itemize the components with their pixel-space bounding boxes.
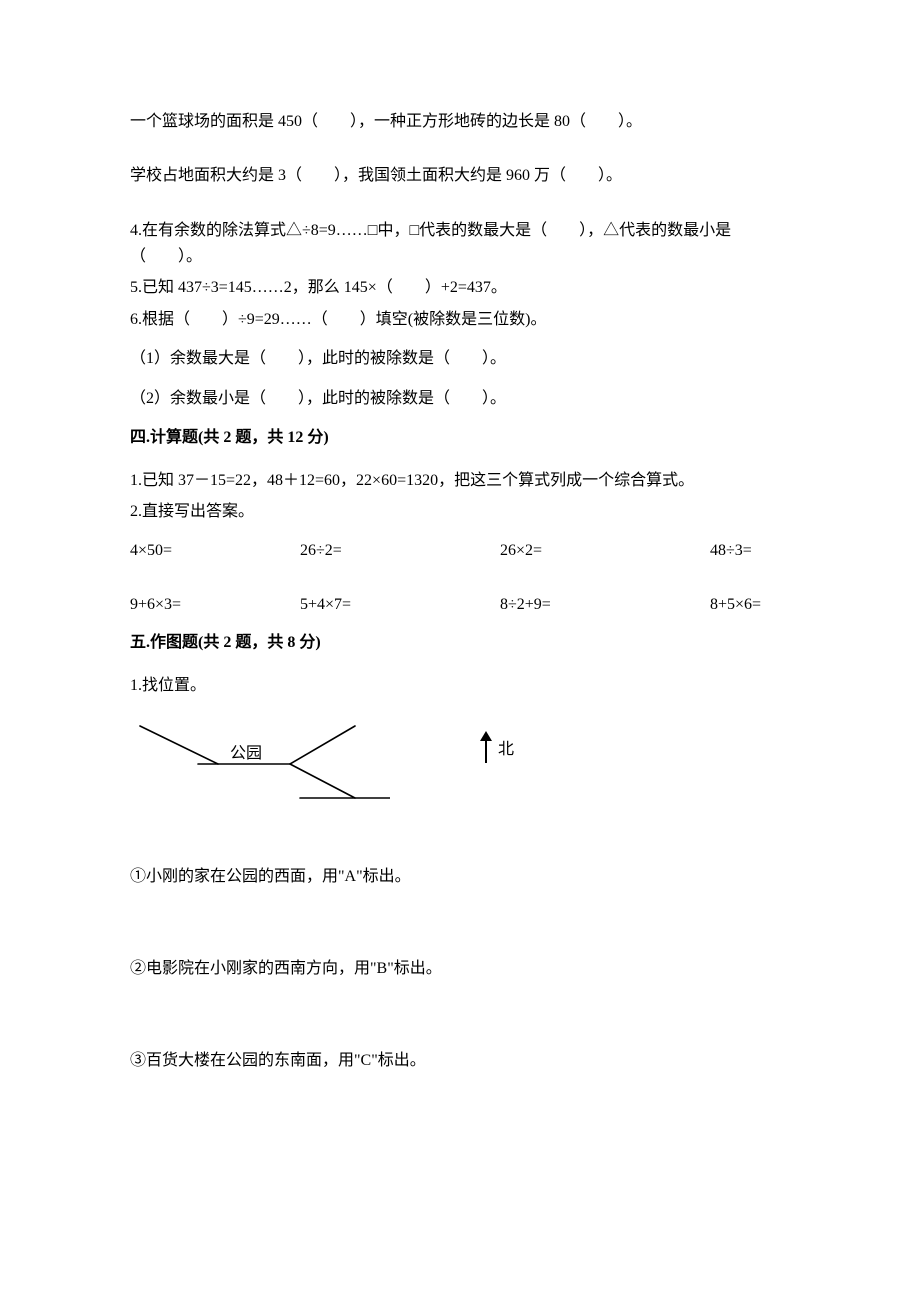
s4-q1: 1.已知 37－15=22，48＋12=60，22×60=1320，把这三个算式… (130, 468, 790, 494)
q6-sub1: （1）余数最大是（ ），此时的被除数是（ ）。 (130, 346, 790, 372)
q5-text: 5.已知 437÷3=145……2，那么 145×（ ）+2=437。 (130, 275, 790, 301)
calc-cell: 4×50= (130, 539, 300, 563)
calc-cell: 8÷2+9= (500, 593, 710, 617)
s5-sub3: ③百货大楼在公园的东南面，用"C"标出。 (130, 1048, 790, 1074)
park-figure-wrap: 公园 北 (130, 712, 790, 812)
calc-row-1: 4×50= 26÷2= 26×2= 48÷3= (130, 539, 790, 563)
calc-cell: 8+5×6= (710, 593, 790, 617)
calc-cell: 26×2= (500, 539, 710, 563)
q3-line2: 学校占地面积大约是 3（ ），我国领土面积大约是 960 万（ ）。 (130, 164, 790, 188)
q6-stem: 6.根据（ ）÷9=29……（ ）填空(被除数是三位数)。 (130, 307, 790, 333)
calc-cell: 5+4×7= (300, 593, 500, 617)
calc-row-2: 9+6×3= 5+4×7= 8÷2+9= 8+5×6= (130, 593, 790, 617)
calc-cell: 9+6×3= (130, 593, 300, 617)
q3-line1: 一个篮球场的面积是 450（ ），一种正方形地砖的边长是 80（ ）。 (130, 110, 790, 134)
q4-text: 4.在有余数的除法算式△÷8=9……□中，□代表的数最大是（ ），△代表的数最小… (130, 218, 790, 269)
compass: 北 (480, 731, 514, 763)
park-diagram: 公园 (130, 712, 390, 812)
s5-sub1: ①小刚的家在公园的西面，用"A"标出。 (130, 864, 790, 890)
calc-cell: 26÷2= (300, 539, 500, 563)
north-label: 北 (498, 735, 514, 759)
q6-sub2: （2）余数最小是（ ），此时的被除数是（ ）。 (130, 386, 790, 412)
calc-cell: 48÷3= (710, 539, 790, 563)
s5-sub2: ②电影院在小刚家的西南方向，用"B"标出。 (130, 956, 790, 982)
section5-heading: 五.作图题(共 2 题，共 8 分) (130, 631, 790, 655)
section4-heading: 四.计算题(共 2 题，共 12 分) (130, 426, 790, 450)
north-arrow-icon (480, 731, 492, 763)
s5-q1: 1.找位置。 (130, 673, 790, 699)
s4-q2: 2.直接写出答案。 (130, 499, 790, 525)
svg-text:公园: 公园 (230, 745, 262, 762)
